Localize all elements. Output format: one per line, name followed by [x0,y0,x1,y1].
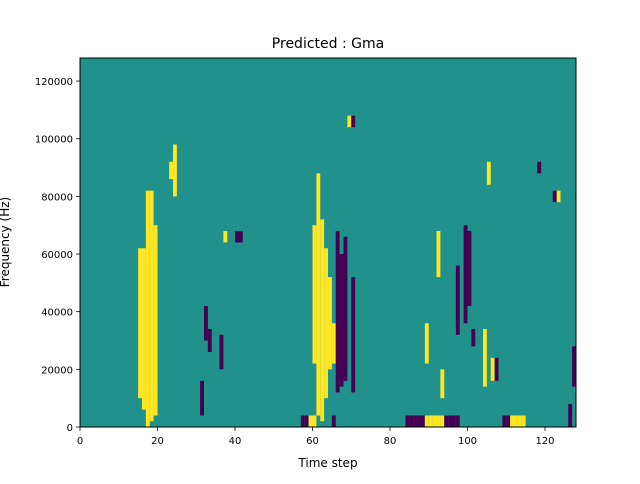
x-tick-label: 60 [306,436,319,447]
y-tick-label: 120000 [35,77,73,88]
heatmap-cell [510,415,514,427]
heatmap-cell [235,230,239,243]
heatmap-cell [421,415,425,427]
heatmap-cell [490,357,495,381]
heatmap-cell [556,190,561,203]
heatmap-cell [517,415,522,427]
heatmap-cell [351,115,356,128]
heatmap-cell [428,415,433,427]
heatmap-cell [312,225,317,364]
heatmap-cell [238,230,243,243]
y-tick-label: 100000 [35,135,73,146]
heatmap-cell [316,173,321,416]
heatmap-cell [506,415,511,427]
chart-title: Predicted : Gma [272,36,384,52]
plot-frame [79,57,577,428]
plot-area [79,57,577,428]
heatmap-cell [169,161,173,180]
heatmap-cell [455,415,460,427]
heatmap-cell [405,415,410,427]
heatmap-cell [521,415,526,427]
heatmap-cell [502,415,507,427]
y-tick-label: 20000 [41,365,73,376]
x-tick-label: 0 [77,436,83,447]
heatmap-cell [444,415,449,427]
heatmap-cell [455,265,460,335]
heatmap-cell [223,230,228,243]
y-tick-label: 80000 [41,192,73,203]
heatmap-cell [432,415,437,427]
heatmap-cell [436,415,441,427]
heatmap-cell [142,248,146,410]
heatmap-cell [552,190,557,203]
heatmap-cell [204,305,208,341]
heatmap-cell [145,190,150,427]
heatmap-cell [463,225,468,324]
heatmap-cell [320,219,325,422]
heatmap-cell [351,277,356,393]
heatmap-cell [417,415,421,427]
heatmap-cell [413,415,418,427]
heatmap-cell [448,415,452,427]
heatmap-cells [138,115,576,427]
x-axis: 0 20 40 60 80 100 120 [77,427,555,447]
x-tick-label: 40 [229,436,242,447]
heatmap-cell [440,369,445,399]
heatmap-cell [572,346,576,387]
heatmap-cell [335,230,340,393]
heatmap-cell [452,415,456,427]
heatmap-cell [568,403,573,427]
heatmap-cell [200,380,204,416]
heatmap-cell [436,230,441,278]
heatmap-cell [138,248,142,399]
heatmap-cell [304,415,309,427]
heatmap-cell [312,415,317,427]
heatmap-cell [219,334,224,370]
heatmap-cell [483,328,487,387]
heatmap-cell [308,415,313,427]
heatmap-cell [409,415,414,427]
heatmap-cell [343,236,348,381]
heatmap-cell [440,415,445,427]
y-axis-label: Frequency (Hz) [0,197,12,288]
x-tick-label: 100 [458,436,477,447]
heatmap-cell [339,254,344,387]
heatmap-cell [153,225,158,416]
heatmap-cell [328,277,332,370]
x-tick-label: 120 [535,436,554,447]
heatmap-cell [471,328,476,347]
heatmap-cell [300,415,305,427]
x-axis-label: Time step [297,456,357,470]
y-tick-label: 60000 [41,250,73,261]
heatmap-cell [324,248,328,399]
heatmap-cell [514,415,518,427]
heatmap-cell [494,357,499,381]
x-tick-label: 20 [151,436,164,447]
x-tick-label: 80 [384,436,397,447]
y-tick-label: 0 [67,423,73,434]
heatmap-cell [331,415,336,427]
heatmap-cell [467,230,472,306]
y-axis: 0 20000 40000 60000 80000 100000 120000 [35,77,80,434]
heatmap-cell [149,190,154,422]
heatmap-cell [424,415,429,427]
heatmap-cell [537,161,542,174]
heatmap-cell [331,323,336,364]
heatmap-cell [173,144,177,197]
heatmap-cell [424,323,429,364]
heatmap-cell [486,161,491,185]
heatmap-cell [207,328,212,353]
heatmap-cell [347,115,352,128]
y-tick-label: 40000 [41,308,73,319]
